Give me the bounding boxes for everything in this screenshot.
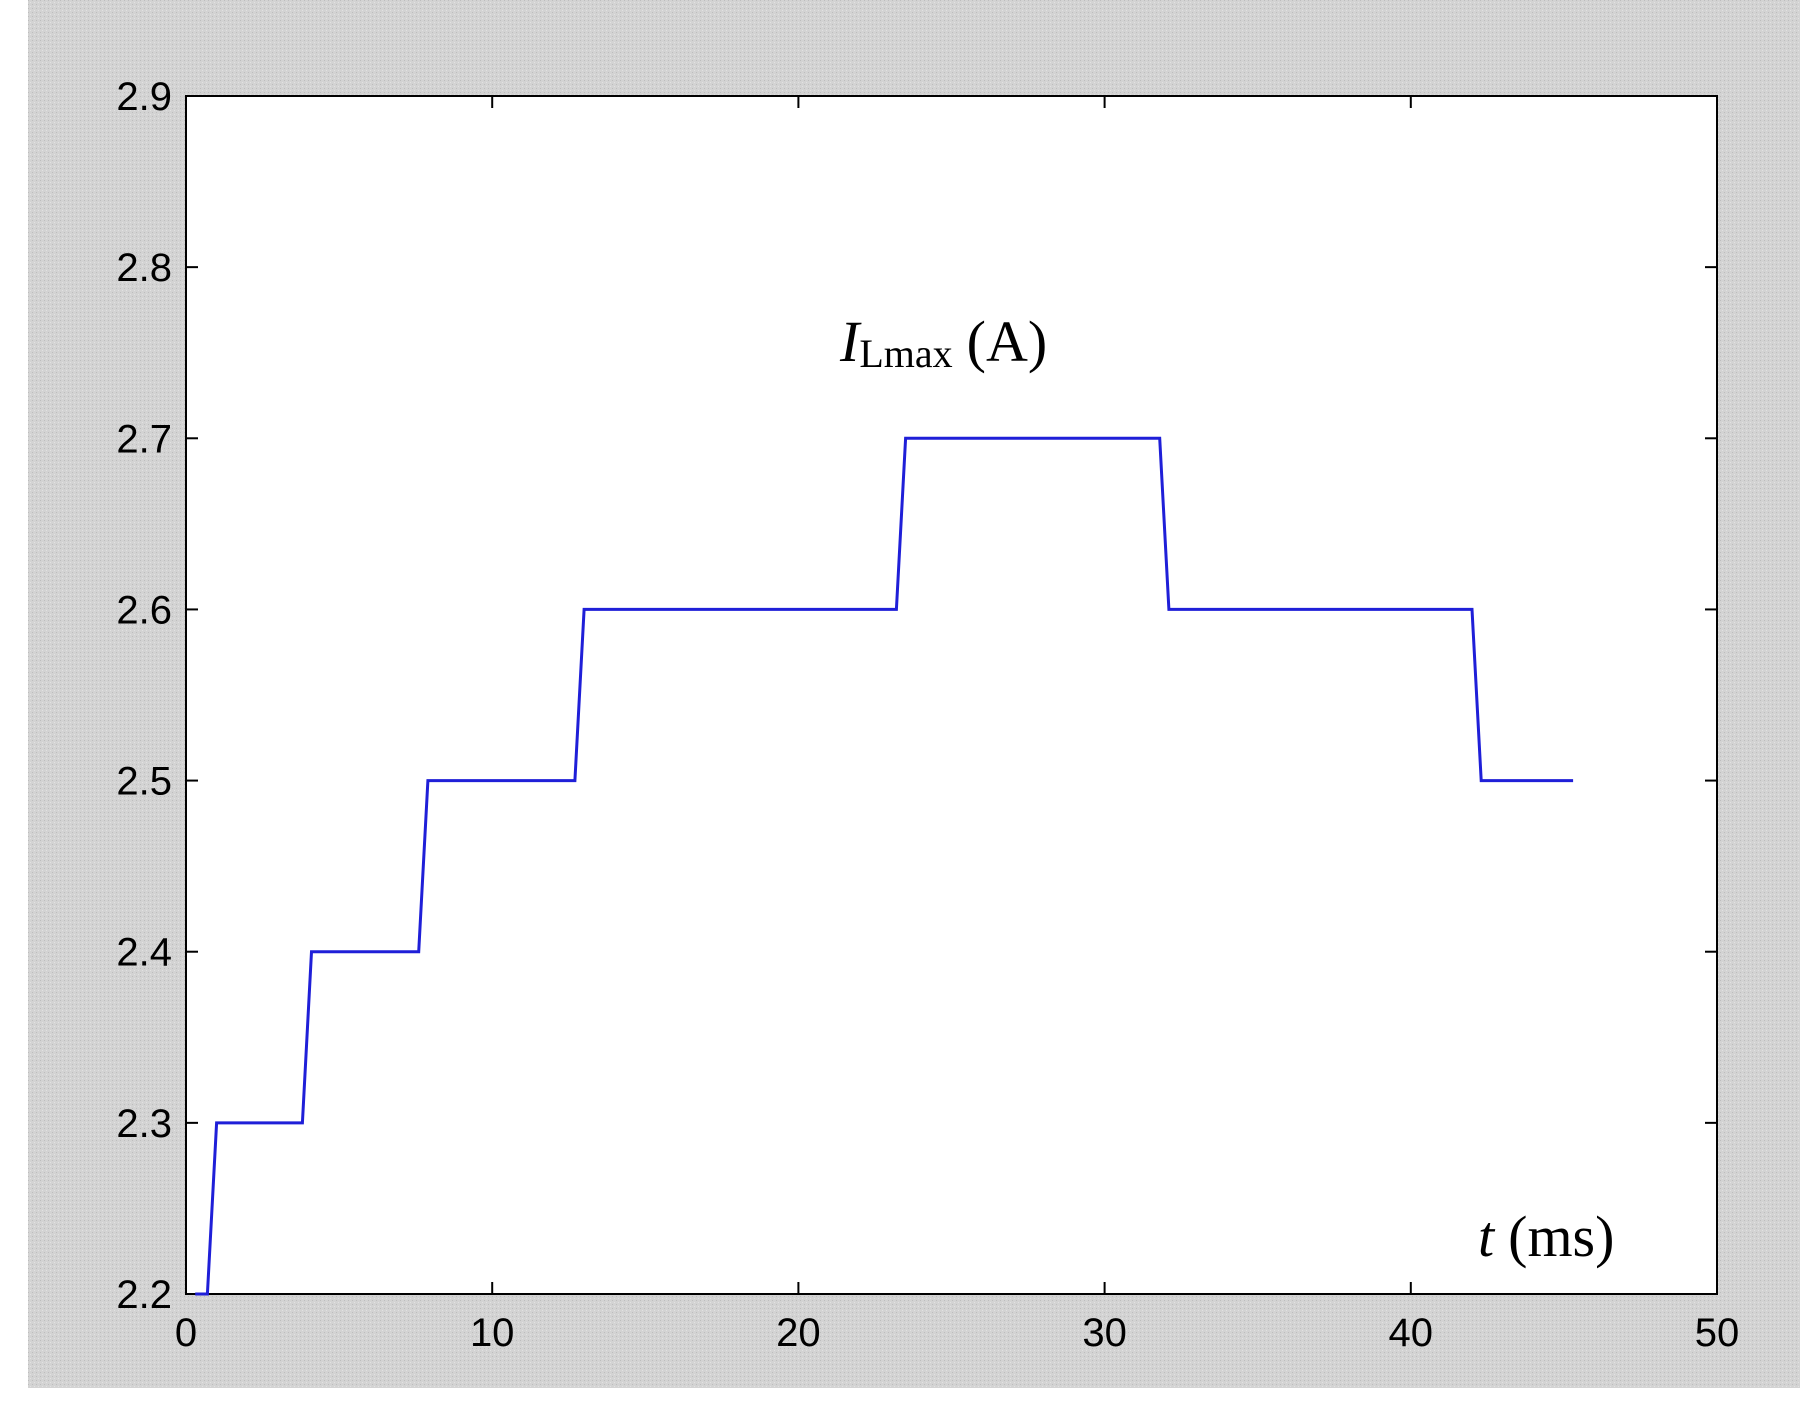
y-tick-label: 2.8 bbox=[116, 246, 172, 290]
y-tick-label: 2.7 bbox=[116, 417, 172, 461]
x-tick-label: 20 bbox=[776, 1311, 821, 1355]
y-tick-label: 2.2 bbox=[116, 1273, 172, 1317]
y-tick-label: 2.3 bbox=[116, 1102, 172, 1146]
x-tick-label: 30 bbox=[1082, 1311, 1127, 1355]
series-layer bbox=[195, 436, 1574, 1296]
y-annotation-main: I bbox=[839, 309, 862, 374]
x-tick-label: 10 bbox=[470, 1311, 515, 1355]
y-annotation: ILmax (A) bbox=[839, 309, 1047, 376]
x-tick-label: 50 bbox=[1695, 1311, 1740, 1355]
series-line bbox=[195, 436, 1574, 1296]
x-tick-label: 0 bbox=[175, 1311, 197, 1355]
y-tick-label: 2.9 bbox=[116, 75, 172, 119]
x-annotation: t (ms) bbox=[1478, 1204, 1614, 1269]
y-annotation-subscript: Lmax bbox=[859, 331, 952, 376]
plot-area bbox=[185, 95, 1718, 1295]
x-annotation-main: t bbox=[1478, 1204, 1496, 1269]
y-tick-label: 2.5 bbox=[116, 760, 172, 804]
y-axis-ticks: 2.2 2.3 2.4 2.5 2.6 2.7 2.8 2.9 bbox=[116, 75, 1717, 1317]
y-tick-label: 2.4 bbox=[116, 931, 172, 975]
y-tick-label: 2.6 bbox=[116, 588, 172, 632]
x-annotation-unit: (ms) bbox=[1508, 1204, 1614, 1269]
y-annotation-unit: (A) bbox=[967, 309, 1048, 374]
x-tick-label: 40 bbox=[1389, 1311, 1434, 1355]
x-axis-ticks: 0 10 20 30 40 50 bbox=[175, 96, 1739, 1355]
